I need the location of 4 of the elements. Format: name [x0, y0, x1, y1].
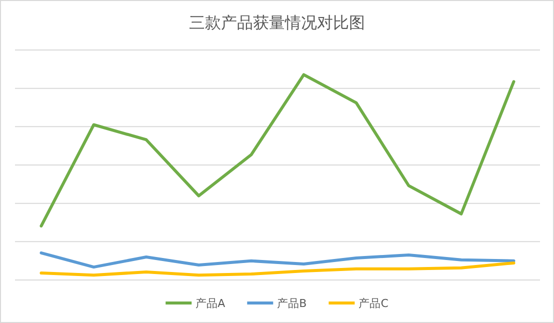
legend-label: 产品C [358, 297, 389, 310]
legend-label: 产品B [277, 297, 307, 310]
chart-title: 三款产品获量情况对比图 [189, 13, 365, 32]
legend-label: 产品A [196, 297, 226, 310]
